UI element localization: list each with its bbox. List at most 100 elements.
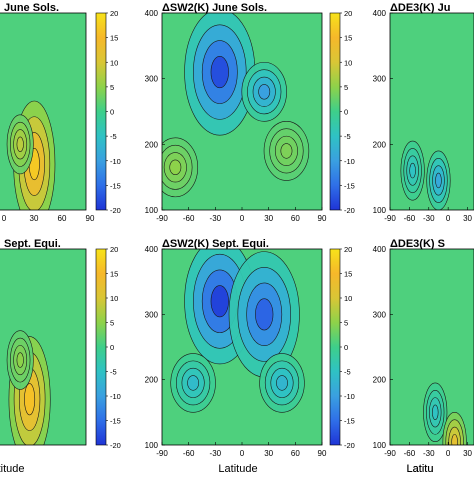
- x-axis-label: Latitu: [407, 463, 434, 474]
- x-tick-label: -60: [404, 214, 416, 223]
- colorbar-tick-label: 15: [344, 34, 352, 43]
- colorbar: [329, 248, 341, 446]
- contour-feature-2: [409, 162, 416, 179]
- panel-title: June Sols.: [4, 2, 59, 14]
- x-tick-label: 0: [2, 214, 7, 223]
- colorbar-tick-label: 0: [344, 108, 348, 117]
- x-tick-label: 0: [240, 214, 245, 223]
- colorbar-tick-label: 0: [110, 343, 114, 352]
- colorbar-tick-label: -10: [344, 157, 355, 166]
- x-tick-label: 30: [463, 214, 472, 223]
- y-tick-label: 400: [373, 245, 387, 254]
- x-axis-label: Latitu: [407, 463, 434, 474]
- x-tick-label: 0: [446, 449, 451, 458]
- x-tick-label: -60: [404, 449, 416, 458]
- x-tick-label: -30: [210, 214, 222, 223]
- contour-feature-1: [210, 56, 229, 89]
- colorbar-tick-label: 5: [344, 319, 348, 328]
- colorbar-tick-label: 15: [110, 270, 118, 279]
- panel-title: ΔSW2(K) June Sols.: [162, 2, 267, 14]
- colorbar-tick-label: 5: [110, 83, 114, 92]
- colorbar-tick-label: 20: [344, 245, 352, 254]
- colorbar-tick-label: -10: [344, 392, 355, 401]
- contour-feature-3: [187, 375, 200, 391]
- x-tick-label: 30: [264, 214, 273, 223]
- panel-title: Sept. Equi.: [4, 238, 61, 250]
- panel-title: ΔDE3(K) S: [390, 238, 445, 250]
- contour-feature-1: [431, 404, 439, 420]
- y-tick-label: 400: [373, 9, 387, 18]
- y-tick-label: 200: [145, 376, 159, 385]
- colorbar-tick-label: -5: [344, 368, 351, 377]
- colorbar-tick-label: -20: [344, 441, 355, 450]
- colorbar-tick-label: -10: [110, 392, 121, 401]
- y-tick-label: 300: [373, 310, 387, 319]
- contour-feature-1: [210, 285, 229, 318]
- y-tick-label: 200: [373, 140, 387, 149]
- x-axis-label: atitude: [0, 463, 25, 474]
- panel-title: ΔDE3(K) Ju: [390, 2, 450, 14]
- colorbar-tick-label: 20: [110, 9, 118, 18]
- colorbar-tick-label: 10: [110, 58, 118, 67]
- colorbar-tick-label: 15: [344, 270, 352, 279]
- colorbar-tick-label: -5: [110, 368, 117, 377]
- x-tick-label: -90: [384, 214, 396, 223]
- x-tick-label: -90: [156, 449, 168, 458]
- contour-feature-2: [16, 352, 24, 368]
- colorbar-tick-label: 10: [110, 294, 118, 303]
- colorbar-tick-label: 0: [110, 108, 114, 117]
- colorbar-tick-label: -15: [344, 181, 355, 190]
- colorbar-tick-label: 5: [344, 83, 348, 92]
- contour-feature-2: [451, 434, 458, 445]
- x-tick-label: -90: [156, 214, 168, 223]
- colorbar-tick-label: -20: [344, 206, 355, 215]
- contour-feature-2: [255, 298, 274, 331]
- x-tick-label: 0: [446, 214, 451, 223]
- x-tick-label: 0: [240, 449, 245, 458]
- colorbar: [95, 248, 107, 446]
- colorbar-tick-label: 15: [110, 34, 118, 43]
- x-tick-label: -30: [423, 449, 435, 458]
- plot-frame: [389, 12, 474, 211]
- plot-area: [0, 249, 86, 445]
- y-tick-label: 100: [373, 441, 387, 450]
- x-tick-label: 90: [318, 214, 327, 223]
- y-tick-label: 100: [145, 206, 159, 215]
- x-tick-label: -30: [423, 214, 435, 223]
- colorbar-tick-label: 10: [344, 58, 352, 67]
- x-tick-label: 30: [264, 449, 273, 458]
- colorbar-tick-label: 10: [344, 294, 352, 303]
- y-tick-label: 300: [373, 75, 387, 84]
- contour-feature-3: [169, 159, 182, 176]
- plot-area: [390, 249, 474, 445]
- colorbar-tick-label: -15: [344, 417, 355, 426]
- contour-feature-2: [16, 136, 24, 153]
- plot-frame: [0, 248, 87, 446]
- y-tick-label: 100: [145, 441, 159, 450]
- x-tick-label: 60: [291, 214, 300, 223]
- x-tick-label: -90: [384, 449, 396, 458]
- x-tick-label: 30: [30, 214, 39, 223]
- plot-area: [0, 13, 86, 210]
- x-tick-label: 90: [318, 449, 327, 458]
- colorbar-tick-label: -15: [110, 181, 121, 190]
- colorbar-tick-label: -20: [110, 441, 121, 450]
- x-tick-label: 30: [463, 449, 472, 458]
- contour-feature-1: [435, 172, 442, 189]
- x-tick-label: -60: [183, 214, 195, 223]
- colorbar-tick-label: 5: [110, 319, 114, 328]
- plot-frame: [0, 12, 87, 211]
- plot-frame: [389, 248, 474, 446]
- colorbar-tick-label: -15: [110, 417, 121, 426]
- x-tick-label: 60: [291, 449, 300, 458]
- y-tick-label: 200: [145, 140, 159, 149]
- plot-area: [162, 249, 322, 445]
- colorbar-tick-label: 20: [110, 245, 118, 254]
- colorbar-tick-label: -10: [110, 157, 121, 166]
- plot-area: [162, 13, 322, 210]
